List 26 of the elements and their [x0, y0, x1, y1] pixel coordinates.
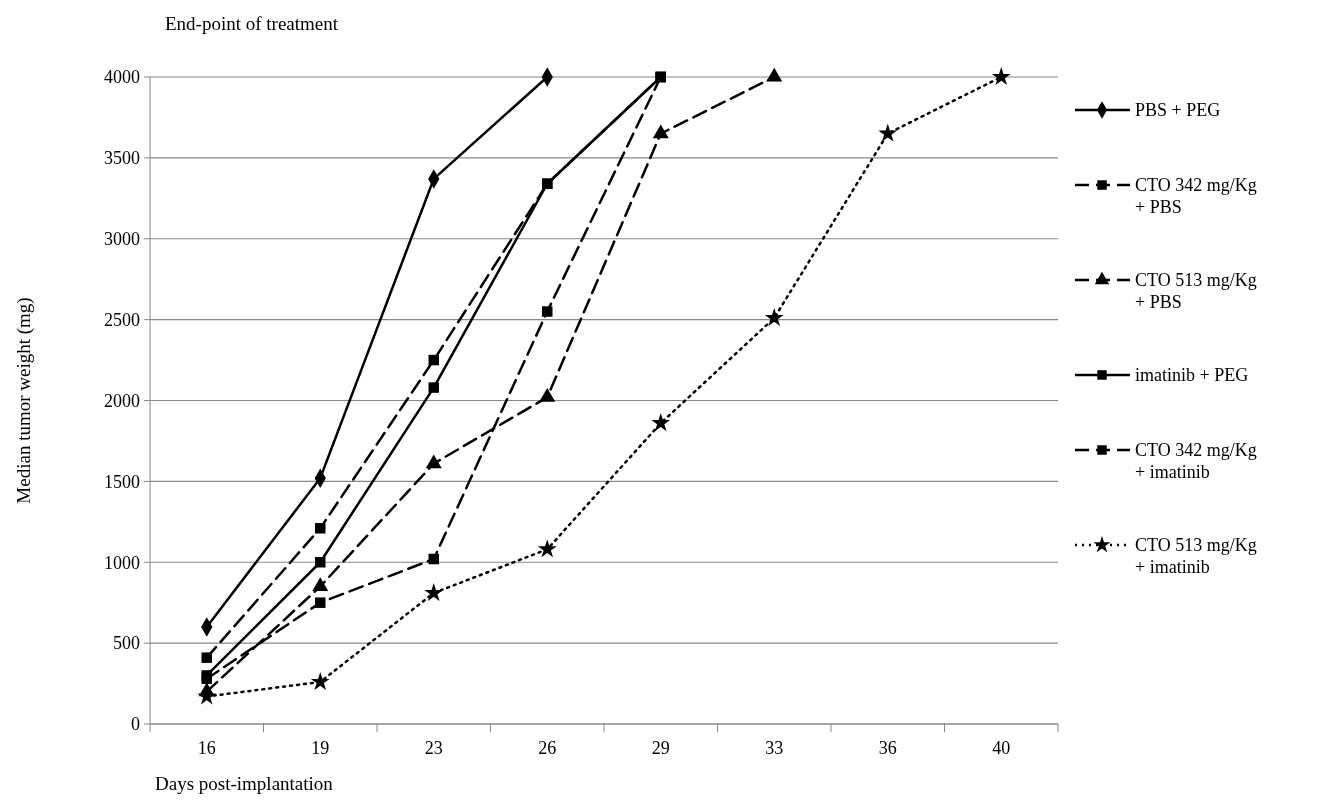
- y-tick-label: 4000: [104, 67, 140, 88]
- legend-label: imatinib + PEG: [1135, 365, 1249, 386]
- legend-label: CTO 513 mg/Kg + PBS: [1135, 270, 1257, 312]
- y-tick-label: 1500: [104, 471, 140, 492]
- x-tick-label: 40: [992, 738, 1011, 758]
- x-tick-label: 33: [765, 738, 784, 758]
- y-tick-label: 3500: [104, 148, 140, 169]
- y-tick-label: 500: [113, 633, 140, 654]
- x-axis-title: Days post-implantation: [155, 773, 334, 794]
- y-tick-label: 0: [131, 714, 140, 735]
- x-tick-label: 19: [311, 738, 330, 758]
- legend-label: CTO 342 mg/Kg + imatinib: [1135, 440, 1257, 482]
- x-tick-label: 16: [197, 738, 216, 758]
- legend-label: CTO 513 mg/Kg + imatinib: [1135, 535, 1257, 577]
- y-tick-label: 2500: [104, 309, 140, 330]
- y-tick-label: 2000: [104, 390, 140, 411]
- x-tick-label: 26: [538, 738, 557, 758]
- y-axis-title: Median tumor weight (mg): [13, 297, 35, 504]
- x-tick-label: 23: [424, 738, 443, 758]
- chart-title: End-point of treatment: [165, 13, 339, 34]
- legend-label: PBS + PEG: [1135, 100, 1221, 121]
- y-tick-label: 3000: [104, 229, 140, 250]
- y-tick-label: 1000: [104, 552, 140, 573]
- x-tick-label: 36: [878, 738, 897, 758]
- x-tick-label: 29: [651, 738, 670, 758]
- legend-label: CTO 342 mg/Kg + PBS: [1135, 175, 1257, 217]
